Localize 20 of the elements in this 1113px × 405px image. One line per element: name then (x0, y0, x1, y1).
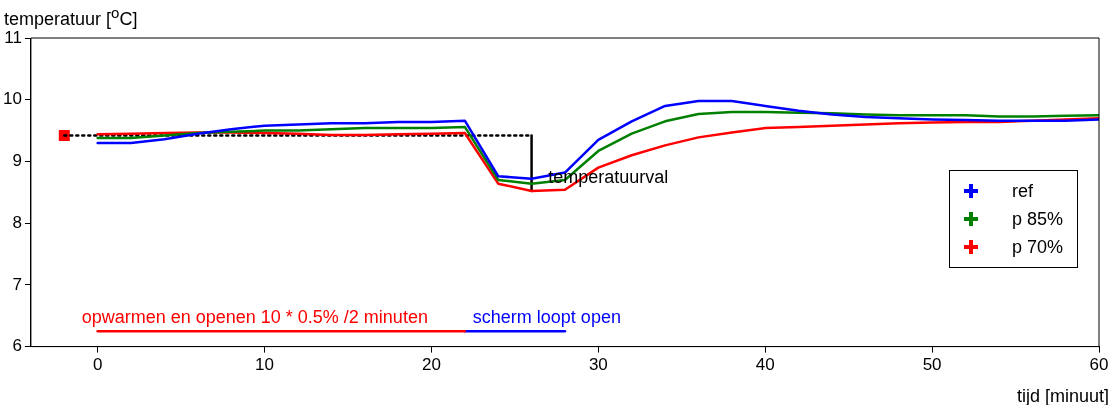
y-tick-label: 6 (12, 336, 22, 356)
y-axis-title: temperatuur [$^{o}$C] (4, 4, 138, 30)
x-tick-label: 60 (1089, 355, 1109, 375)
y-tick-label: 10 (2, 89, 22, 109)
legend-label: ref (1011, 180, 1033, 202)
annotation: opwarmen en openen 10 * 0.5% /2 minuten (81, 307, 428, 328)
x-axis-title: tijd [minuut] (1016, 386, 1109, 405)
x-tick-label: 30 (588, 355, 608, 375)
annotation: scherm loopt open (472, 307, 621, 328)
x-tick-label: 20 (421, 355, 441, 375)
x-tick-label: 40 (755, 355, 775, 375)
y-tick-label: 7 (12, 274, 22, 294)
x-tick-label: 50 (922, 355, 942, 375)
legend-label: p 70% (1011, 236, 1063, 258)
x-tick-label: 10 (255, 355, 275, 375)
y-tick-label: 9 (12, 151, 22, 171)
legend-label: p 85% (1011, 208, 1063, 230)
y-tick-label: 11 (4, 27, 22, 47)
y-tick-label: 8 (12, 212, 22, 232)
x-tick-label: 0 (92, 355, 103, 375)
